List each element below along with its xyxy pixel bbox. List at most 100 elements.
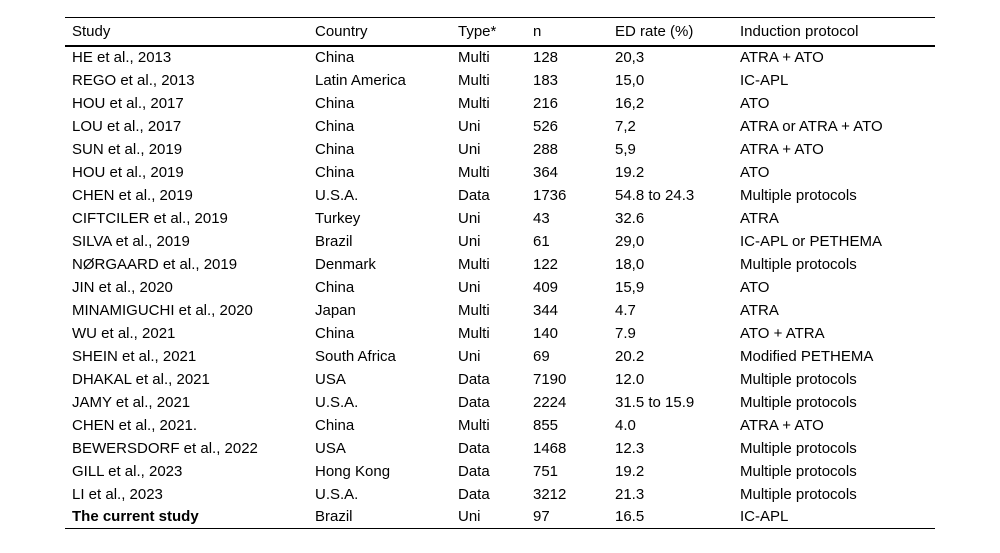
table-row: JIN et al., 2020 China Uni 409 15,9 ATO [65, 276, 935, 299]
cell-type: Data [458, 462, 490, 480]
column-header-country: Country [315, 22, 368, 40]
cell-ed-rate: 15,0 [615, 71, 645, 89]
table-row: LOU et al., 2017 China Uni 526 7,2 ATRA or AT… [65, 115, 935, 138]
cell-protocol: Multiple protocols [740, 186, 857, 204]
cell-protocol: Multiple protocols [740, 370, 857, 388]
cell-ed-rate: 20,3 [615, 49, 645, 66]
study-comparison-table-figure: Study Country Type* n ED rate (%) Induct… [65, 17, 935, 529]
cell-type: Multi [458, 255, 490, 273]
cell-protocol: Multiple protocols [740, 255, 857, 273]
cell-n: 97 [533, 508, 550, 526]
table-row: BEWERSDORF et al., 2022 USA Data 1468 12.3 Mu… [65, 437, 935, 460]
cell-country: China [315, 94, 355, 112]
cell-country: China [315, 416, 355, 434]
cell-n: 1736 [533, 186, 567, 204]
cell-study: JAMY et al., 2021 [72, 393, 191, 411]
cell-ed-rate: 31.5 to 15.9 [615, 393, 695, 411]
cell-ed-rate: 12.3 [615, 439, 645, 457]
cell-country: Denmark [315, 255, 376, 273]
cell-n: 409 [533, 278, 559, 296]
cell-country: China [315, 140, 355, 158]
cell-protocol: Multiple protocols [740, 439, 857, 457]
table-row: NØRGAARD et al., 2019 Denmark Multi 122 18,0… [65, 253, 935, 276]
table-row: MINAMIGUCHI et al., 2020 Japan Multi 344 4.7… [65, 299, 935, 322]
cell-n: 751 [533, 462, 559, 480]
cell-study: HOU et al., 2017 [72, 94, 184, 112]
cell-n: 288 [533, 140, 559, 158]
table-row: CHEN et al., 2019 U.S.A. Data 1736 54.8 to 2… [65, 184, 935, 207]
column-header-ed-rate: ED rate (%) [615, 22, 694, 40]
cell-study: NØRGAARD et al., 2019 [72, 255, 238, 273]
cell-country: South Africa [315, 347, 396, 365]
cell-country: Latin America [315, 71, 406, 89]
cell-study: CHEN et al., 2021. [72, 416, 198, 434]
column-header-type: Type* [458, 22, 497, 40]
cell-ed-rate: 5,9 [615, 140, 636, 158]
cell-n: 344 [533, 301, 559, 319]
cell-protocol: IC-APL [740, 508, 789, 526]
table-row: WU et al., 2021 China Multi 140 7.9 ATO + ATR… [65, 322, 935, 345]
cell-n: 216 [533, 94, 559, 112]
cell-n: 69 [533, 347, 550, 365]
cell-type: Multi [458, 163, 490, 181]
cell-type: Multi [458, 301, 490, 319]
cell-type: Multi [458, 324, 490, 342]
cell-protocol: ATO + ATRA [740, 324, 825, 342]
cell-ed-rate: 54.8 to 24.3 [615, 186, 695, 204]
cell-type: Multi [458, 416, 490, 434]
cell-protocol: ATRA + ATO [740, 416, 824, 434]
column-header-induction-protocol: Induction protocol [740, 22, 859, 40]
cell-type: Uni [458, 278, 481, 296]
cell-type: Data [458, 370, 490, 388]
cell-n: 526 [533, 117, 559, 135]
table-row: SUN et al., 2019 China Uni 288 5,9 ATRA + ATO [65, 138, 935, 161]
cell-protocol: ATRA [740, 301, 779, 319]
table-row: HE et al., 2013 China Multi 128 20,3 ATRA + A… [65, 46, 935, 69]
table-row: HOU et al., 2019 China Multi 364 19.2 ATO [65, 161, 935, 184]
cell-country: Brazil [315, 508, 353, 526]
cell-n: 1468 [533, 439, 567, 457]
column-header-study: Study [72, 22, 111, 40]
column-header-n: n [533, 22, 542, 40]
cell-ed-rate: 4.0 [615, 416, 636, 434]
cell-ed-rate: 18,0 [615, 255, 645, 273]
cell-study: JIN et al., 2020 [72, 278, 173, 296]
cell-study: GILL et al., 2023 [72, 462, 183, 480]
cell-study: WU et al., 2021 [72, 324, 176, 342]
cell-ed-rate: 7.9 [615, 324, 636, 342]
cell-country: China [315, 324, 355, 342]
cell-n: 855 [533, 416, 559, 434]
cell-study: CHEN et al., 2019 [72, 186, 193, 204]
cell-ed-rate: 19.2 [615, 163, 645, 181]
cell-study: BEWERSDORF et al., 2022 [72, 439, 258, 457]
cell-type: Uni [458, 117, 481, 135]
cell-type: Uni [458, 347, 481, 365]
cell-country: China [315, 163, 355, 181]
table-row: DHAKAL et al., 2021 USA Data 7190 12.0 Multip… [65, 368, 935, 391]
cell-type: Uni [458, 232, 481, 250]
cell-country: U.S.A. [315, 393, 359, 411]
cell-country: USA [315, 370, 346, 388]
cell-n: 128 [533, 49, 559, 66]
cell-protocol: ATO [740, 278, 770, 296]
cell-study: LI et al., 2023 [72, 485, 163, 503]
cell-ed-rate: 15,9 [615, 278, 645, 296]
cell-country: Hong Kong [315, 462, 391, 480]
cell-study: HE et al., 2013 [72, 49, 172, 66]
cell-protocol: ATRA + ATO [740, 140, 824, 158]
cell-protocol: Multiple protocols [740, 462, 857, 480]
cell-country: Turkey [315, 209, 361, 227]
cell-type: Uni [458, 209, 481, 227]
cell-ed-rate: 32.6 [615, 209, 645, 227]
cell-ed-rate: 16.5 [615, 508, 645, 526]
table-row: CHEN et al., 2021. China Multi 855 4.0 ATRA +… [65, 414, 935, 437]
cell-n: 183 [533, 71, 559, 89]
study-comparison-table: Study Country Type* n ED rate (%) Induct… [65, 17, 935, 529]
cell-study: SILVA et al., 2019 [72, 232, 190, 250]
cell-type: Uni [458, 508, 481, 526]
cell-country: China [315, 49, 355, 66]
cell-ed-rate: 20.2 [615, 347, 645, 365]
cell-type: Data [458, 485, 490, 503]
cell-ed-rate: 4.7 [615, 301, 636, 319]
cell-n: 7190 [533, 370, 567, 388]
